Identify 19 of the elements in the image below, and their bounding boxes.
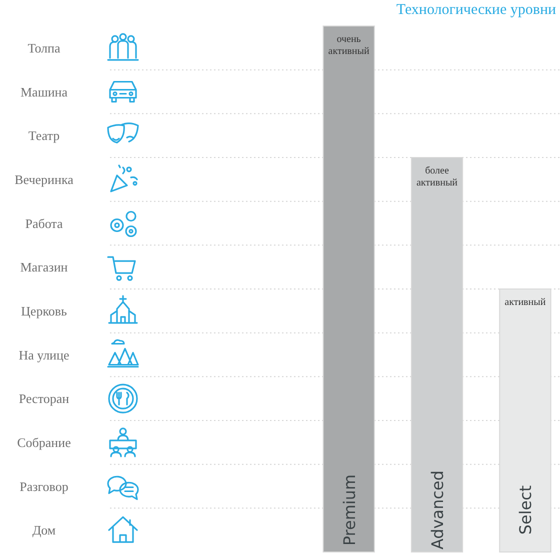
x-tick-label: Advanced	[428, 470, 447, 550]
text: Театр	[28, 128, 60, 144]
text: Толпа	[28, 40, 60, 56]
annotation: более активный	[416, 166, 458, 188]
text: Дом	[32, 522, 56, 538]
text: Церковь	[21, 303, 68, 318]
x-tick-label: Premium	[340, 474, 359, 546]
text: Вечеринка	[14, 172, 74, 187]
text: Работа	[25, 216, 63, 231]
text: Магазин	[20, 260, 68, 275]
text: Разговор	[20, 478, 68, 494]
text: Машина	[20, 84, 68, 100]
text: Ресторан	[18, 391, 70, 406]
annotation: активный	[504, 297, 546, 308]
annotation: очень активный	[328, 34, 370, 57]
text: Собрание	[17, 434, 72, 450]
text: На улице	[18, 347, 70, 362]
chart-title: Технологические уровни	[396, 2, 556, 18]
x-tick-label: Select	[516, 485, 536, 535]
